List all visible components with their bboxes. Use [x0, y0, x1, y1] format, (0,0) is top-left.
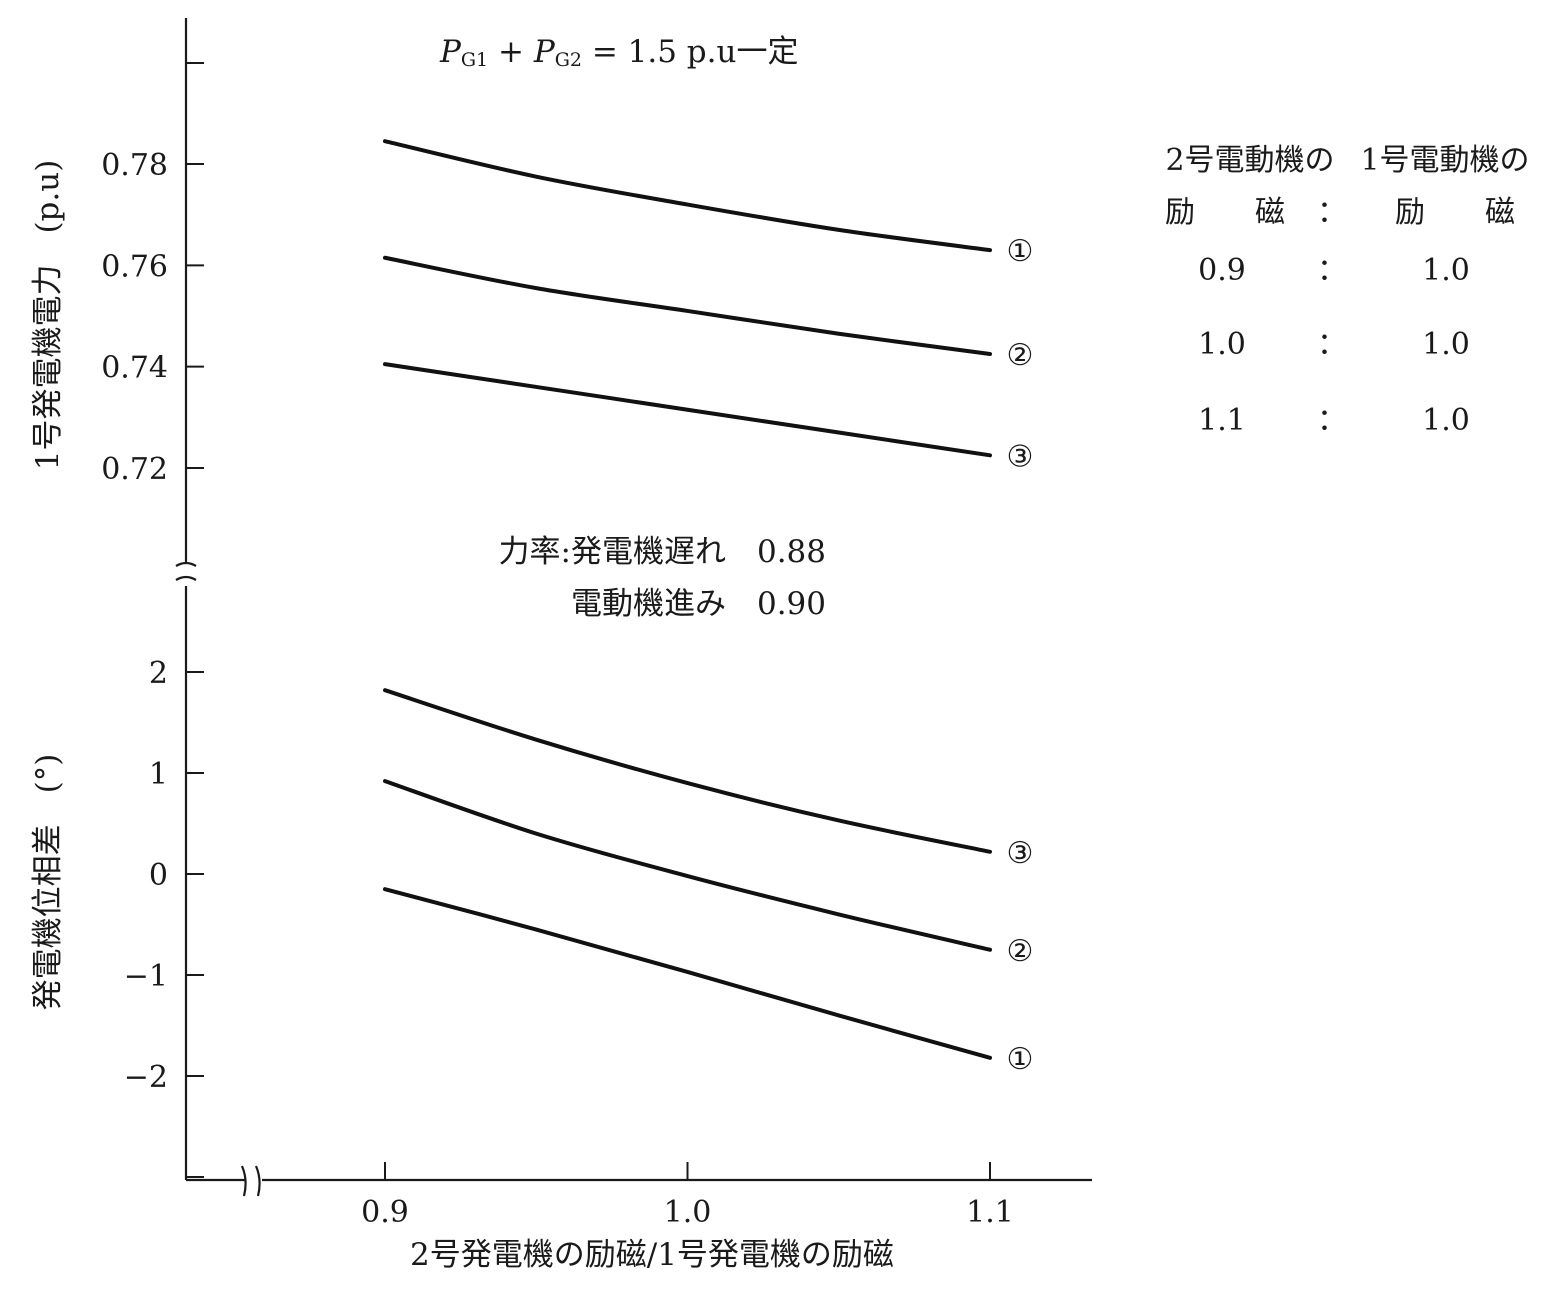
legend-row1-b: 1.0 [1422, 253, 1470, 288]
lower-y-tick-label: 0 [149, 858, 168, 893]
legend-subheader-motor2: 励 磁 [1165, 195, 1285, 230]
upper-series-marker-3: ③ [1007, 439, 1034, 474]
upper-series-line-2 [383, 255, 992, 356]
legend-row3-b: 1.0 [1422, 403, 1470, 438]
upper-y-tick-label: 0.74 [101, 351, 168, 386]
lower-y-tick-label: −2 [124, 1060, 168, 1095]
excitation-legend: 2号電動機の 1号電動機の 励 磁 ： 励 磁 0.9 ： 1.0 1.0 ： … [1165, 143, 1530, 438]
lower-series-line-1 [383, 688, 992, 854]
title-sub1: G1 [461, 49, 488, 71]
lower-series-marker-3: ① [1007, 1042, 1034, 1077]
chart-title: PG1 + PG2 = 1.5 p.u一定 [439, 34, 798, 71]
title-p2: P [533, 34, 556, 70]
lower-series-marker-1: ③ [1007, 836, 1034, 871]
x-tick-label: 1.0 [664, 1195, 712, 1230]
lower-y-ticks: 2 1 0 −1 −2 [124, 656, 204, 1095]
upper-y-label: 1号発電機電力 (p.u) [30, 160, 66, 471]
legend-row2-b: 1.0 [1422, 327, 1470, 362]
y-axis-break [175, 561, 197, 581]
upper-series-line-1 [383, 139, 992, 253]
legend-row3-a: 1.1 [1198, 403, 1246, 438]
legend-header-motor1: 1号電動機の [1360, 143, 1529, 178]
title-rest: = 1.5 p.u一定 [582, 34, 799, 70]
upper-series-line-3 [383, 362, 992, 458]
legend-row2-a: 1.0 [1198, 327, 1246, 362]
legend-row1-sep: ： [1317, 253, 1347, 288]
power-factor-line1: 力率:発電機遅れ 0.88 [499, 534, 826, 570]
x-tick-label: 0.9 [361, 1195, 409, 1230]
title-sub2: G2 [555, 49, 582, 71]
lower-y-tick-label: 1 [149, 757, 168, 792]
upper-y-tick-label: 0.76 [101, 249, 168, 284]
legend-row3-sep: ： [1317, 403, 1347, 438]
x-axis-label: 2号発電機の励磁/1号発電機の励磁 [410, 1237, 894, 1273]
lower-y-label: 発電機位相差 (°) [30, 754, 66, 1011]
upper-y-tick-label: 0.78 [101, 148, 168, 183]
power-factor-line2: 電動機進み 0.90 [571, 586, 826, 622]
upper-series-marker-2: ② [1007, 338, 1034, 373]
legend-row2-sep: ： [1317, 327, 1347, 362]
lower-y-tick-label: −1 [124, 959, 168, 994]
series-curves [383, 139, 992, 1060]
lower-y-tick-label: 2 [149, 656, 168, 691]
title-p1: P [439, 34, 462, 70]
legend-subheader-sep: ： [1317, 195, 1347, 230]
legend-header-motor2: 2号電動機の [1165, 143, 1334, 178]
upper-series-marker-1: ① [1007, 234, 1034, 269]
legend-row1-a: 0.9 [1198, 253, 1246, 288]
lower-series-line-3 [383, 887, 992, 1060]
legend-subheader-motor1: 励 磁 [1395, 195, 1515, 230]
upper-y-ticks: 0.72 0.74 0.76 0.78 [101, 148, 204, 487]
x-ticks: 0.9 1.0 1.1 [361, 1162, 1014, 1230]
title-plus: + [488, 34, 534, 70]
x-axis-break [240, 1165, 261, 1197]
x-tick-label: 1.1 [966, 1195, 1014, 1230]
series-markers: ① ② ③ ③ ② ① [1007, 234, 1034, 1077]
lower-series-line-2 [383, 779, 992, 952]
upper-y-tick-label: 0.72 [101, 452, 168, 487]
lower-series-marker-2: ② [1007, 934, 1034, 969]
